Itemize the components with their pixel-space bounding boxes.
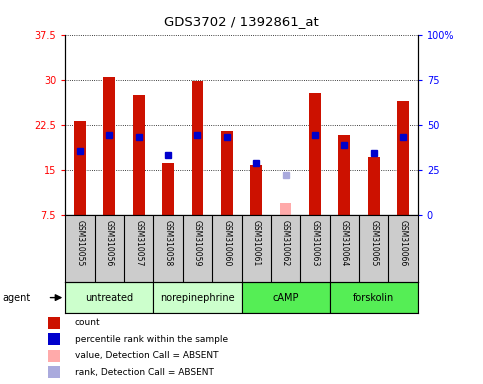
Text: count: count xyxy=(75,318,100,327)
Bar xyxy=(339,135,350,215)
Bar xyxy=(368,157,380,215)
Bar xyxy=(192,81,203,215)
Text: forskolin: forskolin xyxy=(353,293,394,303)
Bar xyxy=(309,93,321,215)
Bar xyxy=(162,163,174,215)
Bar xyxy=(65,282,154,313)
Text: untreated: untreated xyxy=(85,293,133,303)
Bar xyxy=(133,95,144,215)
Bar xyxy=(74,121,86,215)
Text: percentile rank within the sample: percentile rank within the sample xyxy=(75,335,228,344)
Text: GDS3702 / 1392861_at: GDS3702 / 1392861_at xyxy=(164,15,319,28)
Bar xyxy=(154,282,242,313)
Text: value, Detection Call = ABSENT: value, Detection Call = ABSENT xyxy=(75,351,218,360)
Text: GSM310061: GSM310061 xyxy=(252,220,261,266)
Bar xyxy=(221,131,233,215)
Text: GSM310065: GSM310065 xyxy=(369,220,378,267)
Bar xyxy=(242,282,330,313)
Text: GSM310056: GSM310056 xyxy=(105,220,114,267)
Bar xyxy=(250,165,262,215)
Bar xyxy=(397,101,409,215)
Text: cAMP: cAMP xyxy=(272,293,299,303)
Text: rank, Detection Call = ABSENT: rank, Detection Call = ABSENT xyxy=(75,368,214,377)
Text: GSM310059: GSM310059 xyxy=(193,220,202,267)
Text: agent: agent xyxy=(2,293,30,303)
Text: GSM310064: GSM310064 xyxy=(340,220,349,267)
Bar xyxy=(280,203,291,215)
Text: GSM310062: GSM310062 xyxy=(281,220,290,266)
Text: GSM310055: GSM310055 xyxy=(75,220,85,267)
Text: GSM310066: GSM310066 xyxy=(398,220,408,267)
Text: GSM310060: GSM310060 xyxy=(222,220,231,267)
Bar xyxy=(329,282,418,313)
Text: norepinephrine: norepinephrine xyxy=(160,293,235,303)
Bar xyxy=(103,77,115,215)
Text: GSM310057: GSM310057 xyxy=(134,220,143,267)
Text: GSM310058: GSM310058 xyxy=(164,220,172,266)
Text: GSM310063: GSM310063 xyxy=(311,220,319,267)
